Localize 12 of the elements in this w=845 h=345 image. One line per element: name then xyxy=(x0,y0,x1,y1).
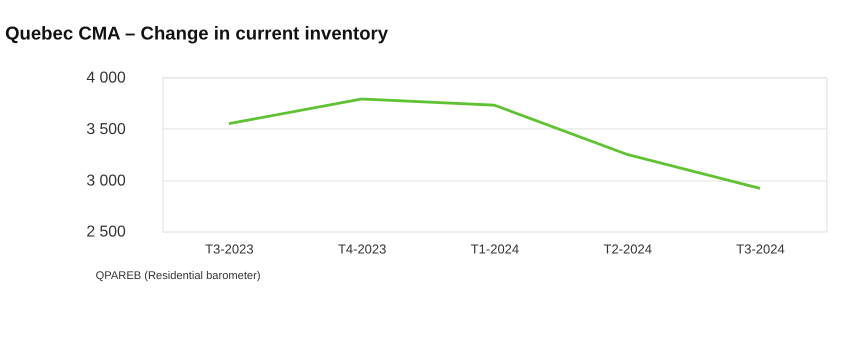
x-tick-label: T3-2024 xyxy=(736,241,785,256)
y-tick-label: 3 500 xyxy=(86,120,126,138)
x-tick-label: T1-2024 xyxy=(470,241,520,256)
x-tick-label: T3-2023 xyxy=(205,241,254,256)
y-tick-label: 4 000 xyxy=(86,70,126,87)
x-tick-label: T2-2024 xyxy=(604,241,652,256)
line-series xyxy=(228,98,762,190)
y-tick-label: 2 500 xyxy=(86,224,126,241)
text: QPAREB (Residential barometer) xyxy=(96,270,261,282)
chart-title: Quebec CMA – Change in current inventory xyxy=(5,22,389,44)
x-tick-label: T4-2023 xyxy=(338,241,386,256)
y-tick-label: 3 000 xyxy=(86,172,126,190)
